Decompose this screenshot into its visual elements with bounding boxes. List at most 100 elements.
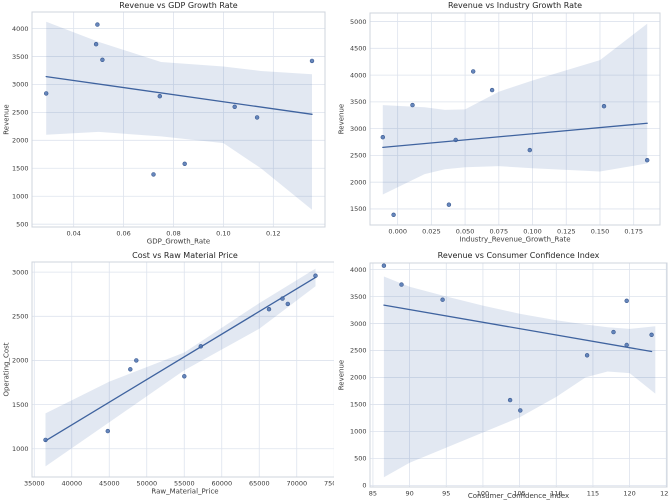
x-tick-label: 0.10 <box>216 230 230 238</box>
y-tick-label: 2000 <box>12 137 29 145</box>
data-point <box>527 147 533 153</box>
regression-line <box>382 122 648 149</box>
x-axis-label: GDP_Growth_Rate <box>147 238 210 246</box>
data-point <box>134 358 139 363</box>
x-tick-label: 35000 <box>24 480 45 488</box>
y-axis-label: Revenue <box>338 360 346 391</box>
data-point <box>313 273 318 278</box>
x-tick-label: 75000 <box>324 480 334 488</box>
y-tick-label: 1000 <box>350 428 367 436</box>
x-tick-label: 110 <box>550 490 562 498</box>
x-axis-label: Consumer_Confidence_Index <box>468 492 569 500</box>
x-tick-label: 0.025 <box>422 228 441 236</box>
x-tick-label: 0.06 <box>116 230 130 238</box>
x-tick-label: 125 <box>660 490 669 498</box>
y-tick-label: 3000 <box>350 320 367 328</box>
x-tick-label: 0.100 <box>523 228 542 236</box>
y-tick-label: 4500 <box>350 45 367 53</box>
y-tick-label: 2000 <box>350 374 367 382</box>
x-tick-label: 40000 <box>61 480 82 488</box>
chart-svg: 0.04 0.06 0.08 0.10 0.12 500 1000 1500 2000 2500 3… <box>3 1 326 246</box>
y-tick-label: 3500 <box>350 293 367 301</box>
y-tick-label: 500 <box>354 455 366 463</box>
y-tick-label: 1500 <box>350 205 367 213</box>
data-point <box>198 344 204 349</box>
y-tick-label: 5000 <box>350 18 367 26</box>
data-point <box>391 212 396 218</box>
data-point <box>471 69 476 74</box>
data-point <box>151 172 156 177</box>
data-point <box>309 58 315 64</box>
confidence-band <box>45 268 316 467</box>
data-point <box>601 103 607 109</box>
x-tick-label: 105 <box>513 490 525 498</box>
grid-lines <box>370 13 660 225</box>
x-tick-label: 0.075 <box>489 228 508 236</box>
chart-svg: 0.000 0.025 0.050 0.075 0.100 0.125 0.150 0.175… <box>338 1 661 244</box>
grid-lines <box>32 262 338 477</box>
data-point <box>266 306 272 312</box>
y-tick-label: 2500 <box>350 347 367 355</box>
data-points <box>43 22 315 177</box>
regression-line <box>383 304 653 353</box>
x-tick-label: 0.04 <box>66 230 80 238</box>
y-tick-label: 4000 <box>12 25 29 33</box>
data-points <box>43 273 318 443</box>
regression-line <box>45 75 313 115</box>
subplot-revenue-vs-industry-growth-rate: 0.000 0.025 0.050 0.075 0.100 0.125 0.150 0.175… <box>335 0 669 250</box>
data-point <box>489 87 495 93</box>
x-tick-label: 50000 <box>136 480 157 488</box>
x-tick-label: 0.12 <box>266 230 280 238</box>
chart-svg: 85 90 95 100 105 110 115 120 125 0 500 1000 1500 2000… <box>338 251 669 500</box>
x-axis-label: Raw_Material_Price <box>151 488 218 496</box>
y-tick-label: 1000 <box>12 193 29 201</box>
x-tick-label: 65000 <box>249 480 270 488</box>
data-point <box>285 301 290 307</box>
y-axis-label: Revenue <box>338 104 346 135</box>
y-tick-label: 3500 <box>12 53 29 61</box>
data-point <box>440 297 445 302</box>
x-tick-label: 45000 <box>99 480 120 488</box>
y-tick-label: 4000 <box>350 71 367 79</box>
data-point <box>100 57 105 62</box>
y-tick-label: 3000 <box>12 81 29 89</box>
x-axis-label: Industry_Revenue_Growth_Rate <box>459 236 570 244</box>
y-tick-label: 3000 <box>350 125 367 133</box>
data-point <box>95 22 100 27</box>
data-point <box>128 367 133 372</box>
y-tick-label: 2500 <box>350 152 367 160</box>
data-point <box>399 282 404 287</box>
y-axis-label: Revenue <box>3 104 11 135</box>
x-tick-label: 95 <box>442 490 450 498</box>
chart-svg: 35000 40000 45000 50000 55000 60000 65000 70000… <box>3 251 345 496</box>
data-point <box>624 342 629 348</box>
data-point <box>380 135 385 140</box>
data-point <box>518 408 523 413</box>
x-tick-label: 0.08 <box>166 230 180 238</box>
data-point <box>645 158 650 163</box>
axes-frame <box>369 12 661 226</box>
subplot-revenue-vs-gdp-growth-rate: 0.04 0.06 0.08 0.10 0.12 500 1000 1500 2000 2500 3… <box>0 0 334 250</box>
x-tick-label: 115 <box>587 490 599 498</box>
x-tick-label: 0.150 <box>591 228 610 236</box>
y-axis-label: Operating_Cost <box>3 342 11 396</box>
data-point <box>584 353 590 358</box>
y-tick-label: 2000 <box>350 178 367 186</box>
y-tick-label: 0 <box>362 482 366 490</box>
confidence-band <box>382 23 648 195</box>
data-point <box>182 161 187 167</box>
axes-frame <box>369 262 668 488</box>
data-point <box>43 437 48 443</box>
x-tick-label: 55000 <box>174 480 195 488</box>
data-point <box>43 91 49 96</box>
x-tick-label: 60000 <box>211 480 232 488</box>
x-tick-label: 100 <box>477 490 489 498</box>
data-point <box>93 41 99 47</box>
y-tick-label: 2000 <box>12 357 29 365</box>
x-tick-label: 90 <box>405 490 413 498</box>
x-tick-label: 120 <box>623 490 635 498</box>
subplot-revenue-vs-consumer-confidence-index: 85 90 95 100 105 110 115 120 125 0 500 1000 1500 2000… <box>335 250 669 500</box>
y-tick-label: 3500 <box>350 98 367 106</box>
data-point <box>232 104 237 110</box>
